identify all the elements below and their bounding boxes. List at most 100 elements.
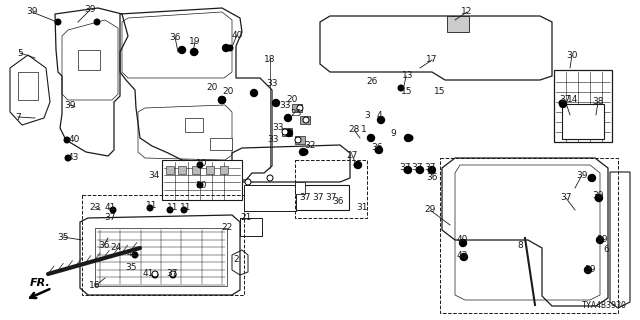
- Text: 10: 10: [196, 158, 208, 167]
- Text: 31: 31: [356, 204, 368, 212]
- Polygon shape: [292, 104, 302, 112]
- Bar: [166, 166, 174, 174]
- Bar: [185, 118, 203, 132]
- Circle shape: [376, 147, 383, 154]
- Bar: [78, 50, 100, 70]
- Circle shape: [55, 19, 61, 25]
- Bar: [240, 218, 262, 236]
- Text: 1: 1: [361, 125, 367, 134]
- Text: 3: 3: [364, 111, 370, 121]
- Circle shape: [245, 179, 251, 185]
- Polygon shape: [300, 116, 310, 124]
- Text: 4: 4: [376, 111, 382, 121]
- Circle shape: [588, 175, 594, 181]
- Text: 33: 33: [268, 135, 279, 145]
- Text: 10: 10: [196, 180, 208, 189]
- Circle shape: [460, 254, 466, 260]
- Circle shape: [65, 155, 71, 161]
- Circle shape: [407, 135, 413, 141]
- Circle shape: [181, 207, 187, 213]
- Text: 15: 15: [401, 87, 413, 97]
- Bar: [178, 166, 186, 174]
- Text: 20: 20: [206, 83, 218, 92]
- Bar: [220, 166, 228, 174]
- Circle shape: [152, 272, 158, 278]
- Circle shape: [170, 272, 176, 278]
- Circle shape: [460, 239, 467, 246]
- Bar: [562, 104, 604, 139]
- Polygon shape: [295, 136, 305, 144]
- Circle shape: [267, 175, 273, 181]
- Text: 12: 12: [461, 7, 473, 17]
- Bar: [440, 158, 618, 313]
- Text: 20: 20: [286, 95, 298, 105]
- Circle shape: [285, 115, 291, 121]
- Text: 28: 28: [348, 125, 360, 134]
- Circle shape: [297, 105, 303, 111]
- Text: 41: 41: [104, 203, 116, 212]
- Bar: [295, 185, 349, 210]
- Text: 37: 37: [424, 164, 436, 172]
- Circle shape: [595, 195, 602, 202]
- Text: 13: 13: [403, 71, 413, 81]
- Text: 2: 2: [233, 255, 239, 265]
- Text: 37: 37: [559, 95, 571, 105]
- Text: 42: 42: [126, 250, 138, 259]
- Circle shape: [152, 271, 158, 277]
- Bar: [192, 166, 200, 174]
- Circle shape: [355, 162, 362, 169]
- Circle shape: [218, 97, 225, 103]
- Text: 37: 37: [104, 213, 116, 222]
- Bar: [244, 185, 296, 211]
- Circle shape: [223, 44, 230, 52]
- Bar: [210, 138, 232, 150]
- Polygon shape: [282, 128, 292, 136]
- Circle shape: [191, 49, 198, 55]
- Text: 11: 11: [147, 201, 157, 210]
- Text: 30: 30: [566, 51, 578, 60]
- Text: FR.: FR.: [29, 278, 51, 288]
- Text: 39: 39: [26, 7, 38, 17]
- Circle shape: [460, 240, 466, 246]
- Text: 40: 40: [456, 236, 468, 244]
- Circle shape: [219, 97, 225, 103]
- Text: 20: 20: [222, 87, 234, 97]
- Circle shape: [375, 147, 381, 153]
- Text: 25: 25: [291, 108, 301, 117]
- Bar: [18, 72, 38, 100]
- Text: 40: 40: [231, 30, 243, 39]
- Text: 17: 17: [426, 55, 438, 65]
- Text: 33: 33: [279, 100, 291, 109]
- Circle shape: [428, 167, 434, 173]
- Text: 27: 27: [346, 150, 358, 159]
- Text: 36: 36: [426, 173, 438, 182]
- Text: 7: 7: [15, 113, 21, 122]
- Text: 6: 6: [603, 244, 609, 253]
- Bar: [206, 166, 214, 174]
- Circle shape: [404, 134, 412, 141]
- Text: 19: 19: [189, 37, 201, 46]
- Circle shape: [197, 182, 203, 188]
- Text: 9: 9: [390, 129, 396, 138]
- Text: 37: 37: [325, 193, 337, 202]
- Bar: [295, 182, 305, 194]
- Text: 36: 36: [371, 143, 383, 153]
- Circle shape: [559, 100, 566, 108]
- Bar: [95, 228, 227, 286]
- Circle shape: [398, 85, 404, 91]
- Circle shape: [197, 162, 203, 168]
- Circle shape: [404, 167, 410, 173]
- Text: 29: 29: [424, 205, 436, 214]
- Circle shape: [378, 116, 385, 124]
- Text: 40: 40: [68, 135, 80, 145]
- Text: 36: 36: [332, 197, 344, 206]
- Text: 41: 41: [142, 268, 154, 277]
- Text: 39: 39: [596, 236, 608, 244]
- Circle shape: [110, 207, 116, 213]
- Circle shape: [147, 205, 153, 211]
- Circle shape: [285, 130, 292, 137]
- Circle shape: [132, 252, 138, 258]
- Circle shape: [273, 100, 280, 107]
- Circle shape: [417, 166, 424, 173]
- Text: 39: 39: [576, 171, 588, 180]
